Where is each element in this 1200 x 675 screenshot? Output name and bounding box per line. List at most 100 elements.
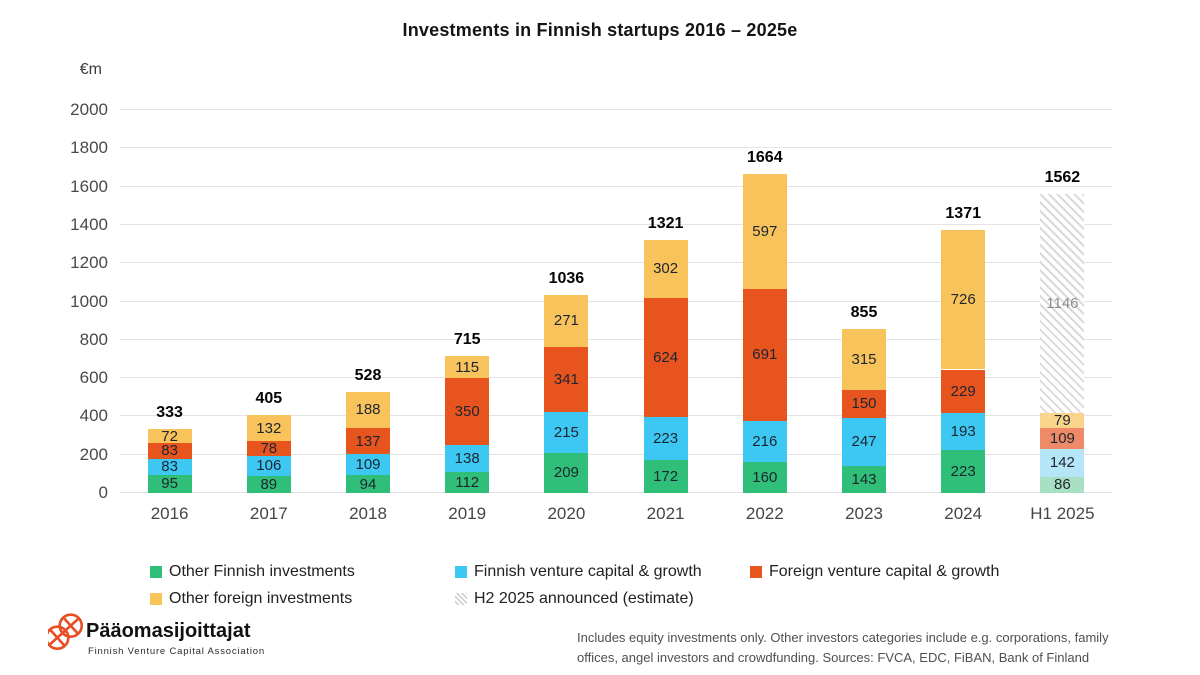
bar-segment: 112 (445, 471, 490, 493)
grid-line (120, 377, 1112, 379)
bar-segment-value: 350 (454, 403, 480, 421)
bar-segment: 115 (445, 356, 490, 379)
y-axis-tick-label: 800 (79, 329, 108, 349)
bar-segment-value: 247 (851, 433, 877, 451)
x-axis-label: 2019 (448, 504, 487, 523)
bar-segment: 83 (147, 443, 192, 459)
y-axis-tick-label: 1800 (70, 138, 108, 158)
bar-segment: 106 (246, 455, 291, 476)
y-axis: 0 200 400 600 800 1000 1200 1400 1600 1800 2000 (0, 100, 108, 502)
bar-segment: 160 (742, 462, 787, 493)
y-axis-tick-label: 1400 (70, 214, 108, 234)
bar-segment: 83 (147, 458, 192, 475)
bar-segment-value: 95 (161, 475, 178, 493)
legend-swatch-hatch (455, 593, 467, 605)
y-axis-tick-label: 200 (79, 444, 108, 464)
bar-segment-value: 94 (359, 475, 377, 493)
bar-segment: 229 (941, 369, 986, 414)
legend-item: H2 2025 announced (estimate) (455, 589, 694, 609)
bar-segment: 72 (147, 427, 192, 445)
bar-segment: 94 (346, 475, 390, 493)
bar-total-label: 333 (156, 404, 183, 422)
x-axis-label: 2016 (150, 504, 189, 523)
bar-total-label: 715 (453, 331, 481, 349)
fvca-logo-icon (48, 613, 84, 650)
y-axis-unit: €m (79, 61, 102, 78)
bar-segment-value: 143 (851, 470, 877, 488)
footnote-line: offices, angel investors and crowdfundin… (577, 650, 1090, 665)
footnote: Includes equity investments only. Other … (577, 628, 1177, 668)
x-axis-label: 2023 (845, 504, 883, 523)
x-axis-label: 2024 (944, 504, 983, 523)
bar-segment: 315 (842, 329, 886, 390)
bar-segment: 223 (941, 450, 986, 493)
bar-total-label: 855 (850, 304, 878, 322)
bar-segment: 172 (643, 460, 688, 493)
bar-segment: 271 (544, 294, 589, 347)
bar-segment: 350 (445, 378, 490, 446)
x-axis-label: 2018 (349, 504, 387, 523)
grid-line (120, 338, 1112, 340)
bar-total-label: 1321 (647, 215, 684, 233)
bar-segment-value: 726 (950, 291, 976, 309)
x-axis-label: 2017 (249, 504, 288, 523)
bar-segment: 79 (1040, 412, 1085, 430)
grid-line (120, 185, 1112, 187)
bar-segment-value: 89 (260, 475, 278, 493)
bar-segment-value: 271 (553, 312, 579, 330)
y-axis-tick-label: 1000 (70, 291, 108, 311)
bar-segment: 109 (346, 454, 390, 475)
x-axis-label: 2021 (646, 504, 685, 523)
legend-swatch-yellow (150, 593, 162, 605)
x-axis-label: 2020 (547, 504, 586, 523)
logo-title: Pääomasijoittajat (86, 620, 251, 642)
bar-segment-value: 172 (653, 468, 679, 486)
bar-total-label: 1371 (945, 205, 981, 223)
bar-segment-value: 1146 (1046, 295, 1079, 313)
bar-segment: 223 (643, 417, 688, 461)
legend-label: Finnish venture capital & growth (474, 563, 702, 580)
y-axis-tick-label: 2000 (70, 100, 108, 119)
grid-line (120, 492, 1112, 493)
bar-segment-value: 106 (256, 457, 282, 475)
bar-segment: 138 (445, 445, 490, 472)
bar-segment: 247 (842, 418, 886, 466)
plot-area: 95 83 83 72 333 89 106 78 132 405 94 109 137 188 528 11… (120, 109, 1112, 494)
bar-segment: 132 (246, 415, 291, 441)
bar-segment-value: 223 (950, 463, 976, 481)
x-axis-label: 2022 (745, 504, 784, 523)
bar-segment-value: 691 (752, 346, 778, 364)
bar-segment: 188 (346, 391, 390, 428)
bar-segment-value: 315 (851, 350, 877, 368)
bar-total-label: 1664 (747, 149, 783, 167)
grid-line (120, 453, 1112, 455)
bar-segment-value: 132 (256, 419, 282, 437)
grid-line (120, 223, 1112, 225)
bar-segment-value: 302 (653, 260, 679, 278)
y-axis-tick-label: 600 (79, 368, 108, 388)
bar-total-label: 405 (255, 390, 283, 408)
chart-title: Investments in Finnish startups 2016 – 2… (402, 20, 798, 40)
y-axis-tick-label: 1600 (70, 176, 108, 196)
grid-line (120, 109, 1112, 110)
bar-segment-value: 229 (950, 382, 976, 400)
y-axis-tick-label: 0 (98, 483, 108, 502)
bar-segment-value: 86 (1054, 476, 1071, 494)
bar-segment-value: 79 (1054, 412, 1071, 430)
legend-item: Other foreign investments (150, 589, 352, 609)
bar-segment: 302 (643, 240, 688, 298)
bar-segment: 341 (544, 346, 589, 412)
bar-segment-value: 72 (161, 427, 178, 445)
bar-segment-value: 137 (355, 432, 381, 450)
bar-total-label: 1036 (548, 269, 585, 287)
bar-segment: 78 (246, 441, 291, 456)
bar-segment: 624 (643, 297, 688, 418)
grid-line (120, 262, 1112, 264)
bar-segment: 109 (1040, 428, 1085, 450)
legend-label: Other Finnish investments (169, 563, 355, 580)
y-axis-tick-label: 400 (79, 406, 108, 426)
bar-segment: 137 (346, 427, 390, 455)
bar-segment-value: 216 (752, 433, 778, 451)
bar-segment: 215 (544, 411, 589, 453)
